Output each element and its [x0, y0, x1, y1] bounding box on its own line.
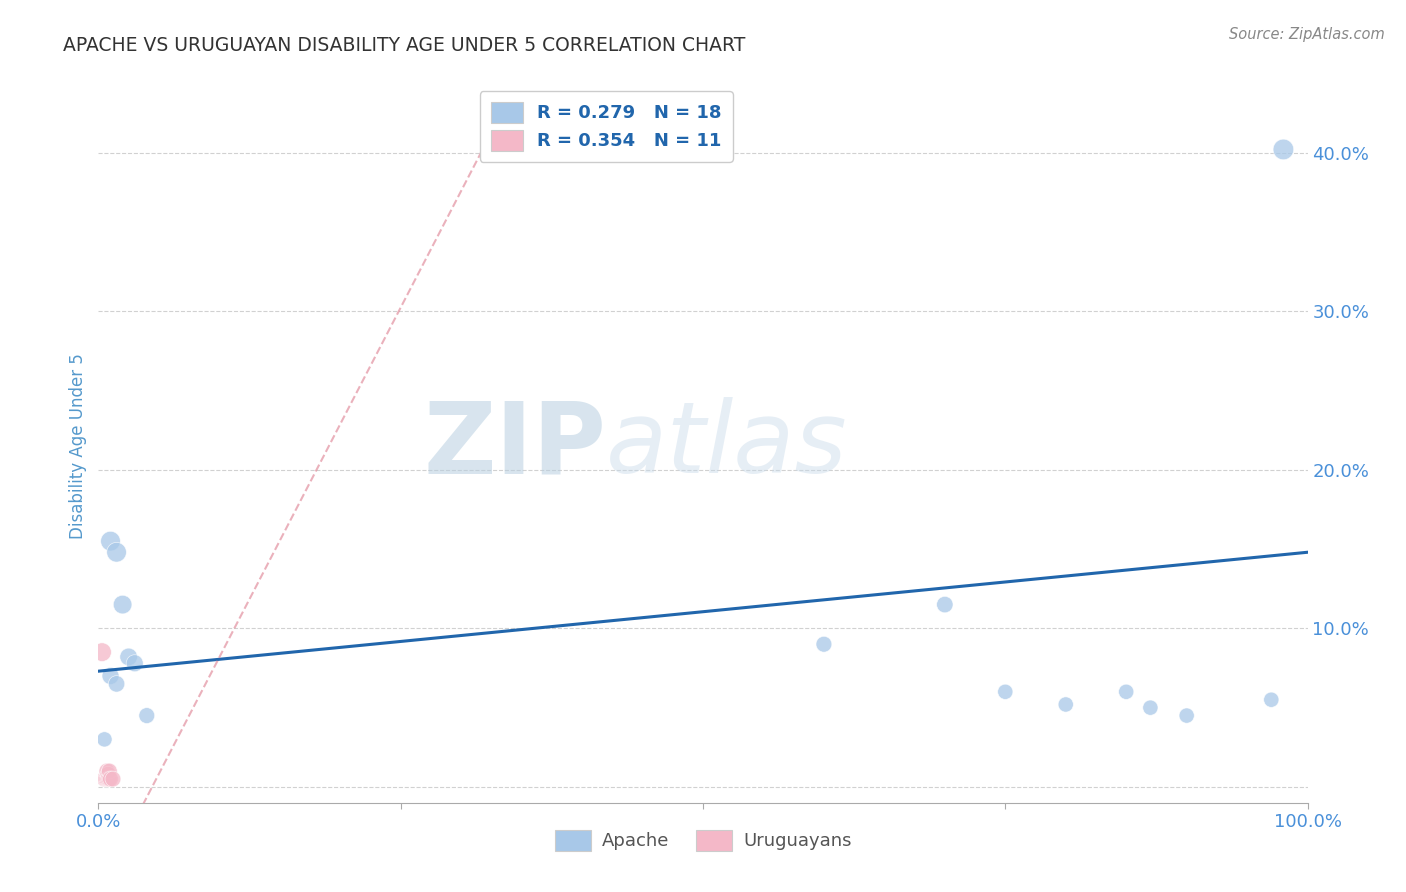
Point: [96, 764, 118, 778]
Point: [93, 732, 115, 747]
Point: [118, 649, 141, 664]
Point: [1115, 685, 1137, 699]
Point: [1272, 143, 1295, 157]
Legend: Apache, Uruguayans: Apache, Uruguayans: [547, 822, 859, 858]
Point: [994, 685, 1017, 699]
Text: APACHE VS URUGUAYAN DISABILITY AGE UNDER 5 CORRELATION CHART: APACHE VS URUGUAYAN DISABILITY AGE UNDER…: [63, 36, 745, 54]
Text: atlas: atlas: [606, 398, 848, 494]
Point: [96, 772, 118, 786]
Point: [105, 545, 128, 559]
Point: [91, 645, 114, 659]
Point: [100, 772, 122, 786]
Point: [98, 764, 121, 778]
Text: Source: ZipAtlas.com: Source: ZipAtlas.com: [1229, 27, 1385, 42]
Point: [94, 772, 117, 786]
Y-axis label: Disability Age Under 5: Disability Age Under 5: [69, 353, 87, 539]
Point: [111, 598, 134, 612]
Text: ZIP: ZIP: [423, 398, 606, 494]
Point: [1260, 692, 1282, 706]
Point: [101, 772, 124, 786]
Point: [100, 669, 122, 683]
Point: [135, 708, 157, 723]
Point: [1139, 700, 1161, 714]
Point: [105, 677, 128, 691]
Point: [813, 637, 835, 651]
Point: [100, 534, 122, 549]
Point: [93, 772, 115, 786]
Point: [97, 767, 120, 781]
Point: [124, 657, 146, 671]
Point: [1054, 698, 1077, 712]
Point: [98, 772, 121, 786]
Point: [97, 772, 120, 786]
Point: [934, 598, 956, 612]
Point: [1175, 708, 1198, 723]
